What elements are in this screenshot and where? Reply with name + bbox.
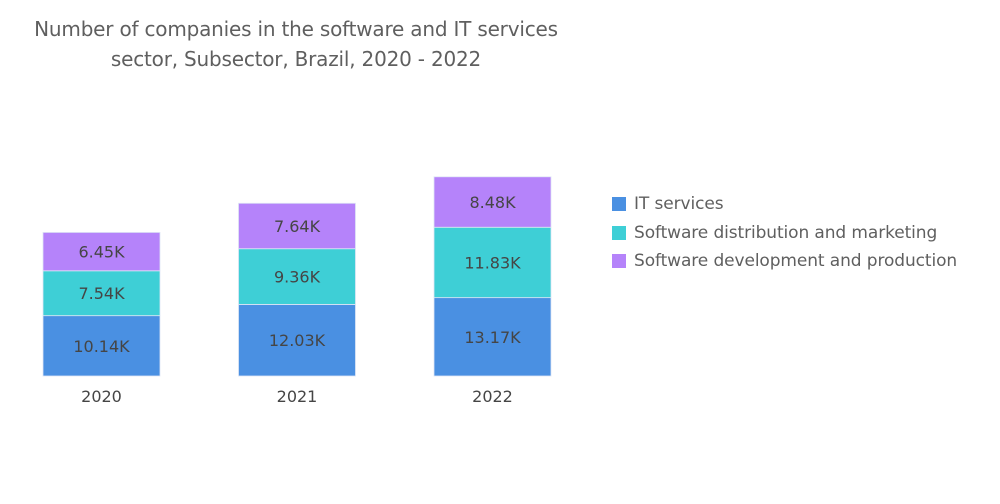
data-label-software-development-and-production-2022: 8.48K: [469, 193, 516, 212]
chart-title-line-2: sector, Subsector, Brazil, 2020 - 2022: [110, 47, 482, 71]
legend-label: IT services: [634, 194, 724, 215]
legend-item-it-services[interactable]: IT services: [612, 190, 957, 219]
legend: IT services Software distribution and ma…: [612, 190, 957, 276]
data-label-software-distribution-and-marketing-2021: 9.36K: [274, 268, 321, 287]
data-label-software-distribution-and-marketing-2022: 11.83K: [464, 253, 521, 272]
x-tick-label-2022: 2022: [472, 387, 513, 406]
bar-segment-it-services-2020[interactable]: [42, 315, 161, 377]
legend-swatch-software-development: [612, 254, 626, 269]
chart-title-line-1: Number of companies in the software and …: [34, 17, 558, 41]
legend-label: Software development and production: [634, 251, 958, 272]
legend-swatch-it-services: [612, 197, 626, 212]
chart-title: Number of companies in the software and …: [0, 14, 592, 74]
legend-swatch-software-distribution: [612, 225, 626, 240]
x-tick-label-2021: 2021: [277, 387, 318, 406]
bar-segment-it-services-2021[interactable]: [238, 304, 356, 377]
data-label-it-services-2020: 10.14K: [73, 337, 130, 356]
bar-segment-software-distribution-and-marketing-2021[interactable]: [238, 248, 356, 305]
data-label-software-development-and-production-2021: 7.64K: [274, 217, 321, 236]
legend-item-software-development[interactable]: Software development and production: [612, 247, 957, 276]
bar-stack-2021: 12.03K 9.36K 7.64K: [238, 202, 356, 377]
legend-label: Software distribution and marketing: [634, 222, 938, 243]
legend-item-software-distribution[interactable]: Software distribution and marketing: [612, 219, 957, 248]
bar-segment-software-distribution-and-marketing-2020[interactable]: [42, 270, 161, 317]
bar-segment-software-development-and-production-2020[interactable]: [42, 232, 161, 272]
bar-segment-software-development-and-production-2022[interactable]: [433, 176, 552, 228]
bar-stack-2022: 13.17K 11.83K 8.48K: [433, 176, 552, 377]
bar-segment-software-distribution-and-marketing-2022[interactable]: [433, 226, 552, 299]
data-label-it-services-2021: 12.03K: [269, 331, 326, 350]
bar-segment-software-development-and-production-2021[interactable]: [238, 202, 356, 250]
data-label-software-distribution-and-marketing-2020: 7.54K: [78, 284, 125, 303]
data-label-it-services-2022: 13.17K: [464, 328, 521, 347]
bar-segment-it-services-2022[interactable]: [433, 297, 552, 377]
x-tick-label-2020: 2020: [81, 387, 122, 406]
bar-stack-2020: 10.14K 7.54K 6.45K: [42, 232, 161, 377]
data-label-software-development-and-production-2020: 6.45K: [78, 243, 125, 262]
